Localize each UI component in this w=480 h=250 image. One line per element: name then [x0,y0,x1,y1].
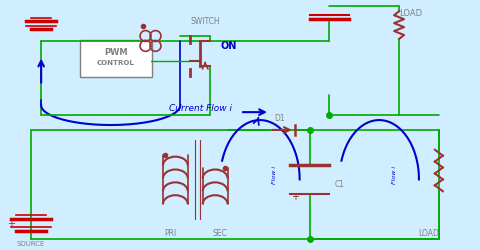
Text: C1: C1 [335,180,345,189]
Text: +: + [291,192,299,202]
Text: LOAD: LOAD [399,9,422,18]
Text: SWITCH: SWITCH [190,17,220,26]
Text: CONTROL: CONTROL [97,60,134,66]
Text: Flow i: Flow i [392,166,396,184]
Text: SEC: SEC [213,229,228,238]
Text: D1: D1 [275,114,285,122]
Text: Current Flow i: Current Flow i [169,104,232,113]
Text: ON: ON [220,41,237,51]
FancyBboxPatch shape [80,40,152,76]
Text: LOAD: LOAD [419,229,439,238]
Text: PWM: PWM [104,48,128,57]
Text: Flow i: Flow i [272,166,277,184]
Text: +: + [7,219,15,229]
Text: SOURCE: SOURCE [16,241,45,247]
Text: PRI: PRI [164,229,177,238]
